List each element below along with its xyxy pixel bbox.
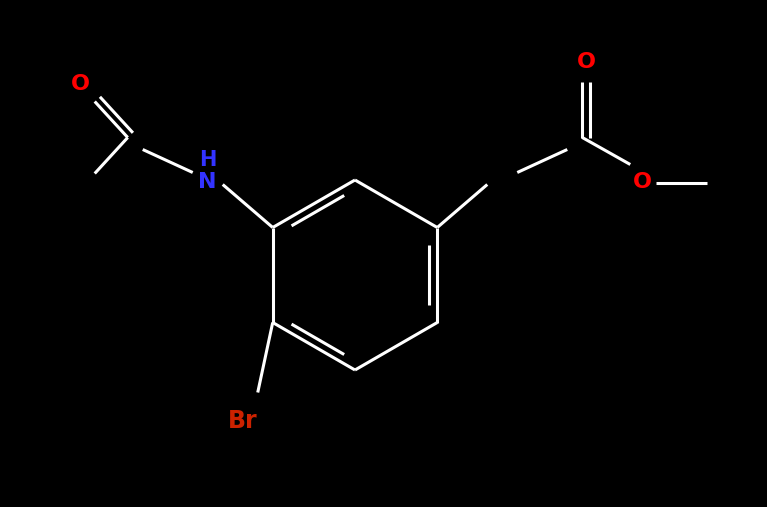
Text: O: O xyxy=(633,172,652,193)
Text: N: N xyxy=(199,172,217,193)
Text: H: H xyxy=(199,151,216,170)
Text: O: O xyxy=(71,74,91,93)
Text: O: O xyxy=(577,52,596,71)
Text: Br: Br xyxy=(228,409,258,432)
